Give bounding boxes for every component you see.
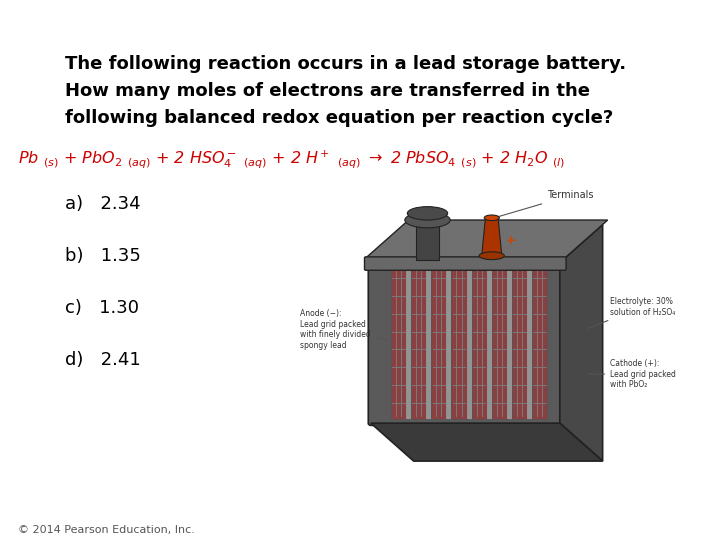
Text: following balanced redox equation per reaction cycle?: following balanced redox equation per re… [65,109,613,127]
Ellipse shape [484,215,500,221]
Ellipse shape [479,252,504,260]
Text: Anode (−):
Lead grid packed
with finely divided
spongy lead: Anode (−): Lead grid packed with finely … [300,309,388,349]
Bar [472,267,487,418]
Polygon shape [366,220,608,258]
Text: How many moles of electrons are transferred in the: How many moles of electrons are transfer… [65,82,590,100]
Text: Electrolyte: 30%
solution of H₂SO₄: Electrolyte: 30% solution of H₂SO₄ [588,298,675,328]
Bar [451,267,467,418]
Bar [446,267,451,418]
Bar [467,267,472,418]
Text: The following reaction occurs in a lead storage battery.: The following reaction occurs in a lead … [65,55,626,73]
Text: c)   1.30: c) 1.30 [65,299,139,317]
Polygon shape [482,218,502,256]
Bar [431,267,446,418]
Ellipse shape [408,207,448,220]
Ellipse shape [405,212,450,228]
Bar [391,267,406,418]
Bar [527,267,532,418]
Polygon shape [560,225,603,461]
Text: Cathode (+):
Lead grid packed
with PbO₂: Cathode (+): Lead grid packed with PbO₂ [588,359,676,389]
Text: b)   1.35: b) 1.35 [65,247,141,265]
Text: © 2014 Pearson Education, Inc.: © 2014 Pearson Education, Inc. [18,525,195,535]
Bar [492,267,507,418]
Polygon shape [371,225,603,262]
Bar [507,267,512,418]
Text: Terminals: Terminals [474,191,594,224]
Bar [512,267,527,418]
FancyBboxPatch shape [364,257,566,270]
Bar [416,220,439,260]
Polygon shape [371,423,603,461]
Bar [487,267,492,418]
FancyBboxPatch shape [368,260,562,426]
Bar [411,267,426,418]
Text: +: + [505,234,516,247]
Bar [532,267,547,418]
Text: a)   2.34: a) 2.34 [65,195,140,213]
Text: d)   2.41: d) 2.41 [65,351,140,369]
Bar [426,267,431,418]
Text: Pb $_{(s)}$ + PbO$_2$ $_{(aq)}$ + 2 HSO$_4^-$ $_{(aq)}$ + 2 H$^+$ $_{(aq)}$ $\ri: Pb $_{(s)}$ + PbO$_2$ $_{(aq)}$ + 2 HSO$… [18,148,565,170]
Bar [406,267,411,418]
